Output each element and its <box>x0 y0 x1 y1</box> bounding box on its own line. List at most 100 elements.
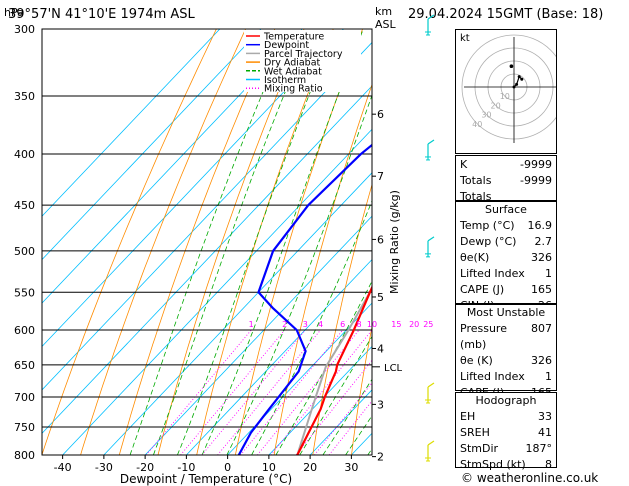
table-row: θe(K) 326 <box>456 250 556 266</box>
km-tick-label: 2 <box>377 451 384 464</box>
row-label: Lifted Index <box>460 267 525 280</box>
row-label: θe (K) <box>460 354 493 367</box>
table-row: EH 33 <box>456 409 556 425</box>
legend-label: Dry Adiabat <box>264 58 321 69</box>
pressure-tick-label: 350 <box>14 90 35 103</box>
mixing-ratio-label: 8 <box>356 320 361 329</box>
row-label: CAPE (J) <box>460 283 505 296</box>
table-row: Lifted Index 1 <box>456 369 556 385</box>
hodograph-ring-label: 40 <box>472 120 482 129</box>
isotherm-line <box>227 302 372 455</box>
mixing-ratio-line <box>145 329 252 455</box>
series-temperature <box>296 284 372 455</box>
pressure-tick-label: 300 <box>14 23 35 36</box>
isotherm-line <box>62 128 372 455</box>
isotherm-line <box>42 41 372 391</box>
table-row: StmSpd (kt) 8 <box>456 457 556 473</box>
row-value: 187° <box>525 442 553 455</box>
pressure-tick-label: 450 <box>14 199 35 212</box>
hodograph-point <box>520 77 524 81</box>
row-value: 33 <box>538 410 552 423</box>
table-row: Pressure (mb) 807 <box>456 321 556 353</box>
isotherm-line <box>42 29 303 304</box>
hodograph-panel: 10 20 30 40 kt <box>455 29 567 154</box>
wind-barb-flag <box>427 440 435 446</box>
table-row: Dewp (°C) 2.7 <box>456 234 556 250</box>
row-label: Dewp (°C) <box>460 235 517 248</box>
legend-label: Wet Adiabat <box>264 66 322 77</box>
mixing-ratio-line <box>180 329 285 455</box>
table-row: Lifted Index 1 <box>456 266 556 282</box>
x-axis-title: Dewpoint / Temperature (°C) <box>120 472 292 486</box>
profiles <box>237 143 372 455</box>
hodograph-ring-label: 20 <box>491 101 501 110</box>
hodograph-trace <box>513 75 523 88</box>
dry-adiabat-line <box>351 324 372 455</box>
temperature-tick-label: 30 <box>344 461 358 474</box>
pressure-tick-label: 750 <box>14 421 35 434</box>
row-value: 41 <box>538 426 552 439</box>
datetime-header: 29.04.2024 15GMT (Base: 18) <box>408 7 604 22</box>
row-value: 2.7 <box>534 235 553 248</box>
mixing-ratio-label: 15 <box>391 320 401 329</box>
row-value: 326 <box>531 251 552 264</box>
km-tick-label: 3 <box>377 398 384 411</box>
row-value: 807 <box>531 322 552 335</box>
isotherm-line <box>42 29 344 348</box>
row-label: StmDir <box>460 442 499 455</box>
row-value: 1 <box>545 267 552 280</box>
table-row: SREH 41 <box>456 425 556 441</box>
mixing-ratio-label: 4 <box>318 320 323 329</box>
row-value: 165 <box>531 283 552 296</box>
legend-label: Mixing Ratio <box>264 84 323 95</box>
wet-adiabat-line <box>322 378 372 455</box>
mixing-ratio-label: 25 <box>423 320 433 329</box>
lcl-label: LCL <box>384 363 403 374</box>
legend-label: Dewpoint <box>264 40 309 51</box>
row-label: EH <box>460 410 476 423</box>
isotherm-line <box>42 85 372 434</box>
series-dewpoint <box>237 143 372 455</box>
wind-barb-flag <box>427 139 435 145</box>
row-label: Totals Totals <box>460 174 492 203</box>
surface-panel: Surface Temp (°C) 16.9 Dewp (°C) 2.7 θe(K) 32… <box>455 201 557 312</box>
table-row: CAPE (J) 165 <box>456 282 556 298</box>
wet-adiabat-line <box>177 29 336 455</box>
surface-title: Surface <box>485 203 527 216</box>
row-label: θe(K) <box>460 251 490 264</box>
wind-barbs <box>425 14 435 462</box>
most-unstable-title: Most Unstable <box>466 306 546 319</box>
wind-barb-flag <box>427 236 435 242</box>
mixing-ratio-label: 10 <box>367 320 377 329</box>
mixing-ratio-label: 6 <box>340 320 345 329</box>
km-unit-label: km <box>375 5 392 18</box>
mixing-ratio-label: 1 <box>249 320 254 329</box>
plot-frame <box>41 28 373 456</box>
km-tick-label: 7 <box>377 170 384 183</box>
temperature-tick-label: -30 <box>95 461 113 474</box>
hodograph-ring-label: 30 <box>481 111 491 120</box>
isotherm-line <box>268 345 372 455</box>
row-value: -9999 <box>520 158 552 171</box>
row-value: 16.9 <box>527 219 553 232</box>
isotherm-line <box>144 215 372 455</box>
table-row: θe (K) 326 <box>456 353 556 369</box>
hodograph-point <box>517 75 521 79</box>
dry-adiabat-line <box>620 29 629 455</box>
pressure-tick-label: 600 <box>14 324 35 337</box>
row-value: 326 <box>531 354 552 367</box>
asl-unit-label: ASL <box>375 18 397 31</box>
location-header: 39°57'N 41°10'E 1974m ASL <box>8 7 195 22</box>
row-label: SREH <box>460 426 490 439</box>
temperature-tick-label: -40 <box>54 461 72 474</box>
table-row: StmDir 187° <box>456 441 556 457</box>
isotherm-line <box>103 172 372 455</box>
row-value: -9999 <box>520 174 552 187</box>
pressure-tick-label: 650 <box>14 359 35 372</box>
table-row: Totals Totals -9999 <box>456 173 556 205</box>
pressure-tick-label: 400 <box>14 148 35 161</box>
temperature-tick-label: 10 <box>262 461 276 474</box>
legend-label: Isotherm <box>264 75 306 86</box>
